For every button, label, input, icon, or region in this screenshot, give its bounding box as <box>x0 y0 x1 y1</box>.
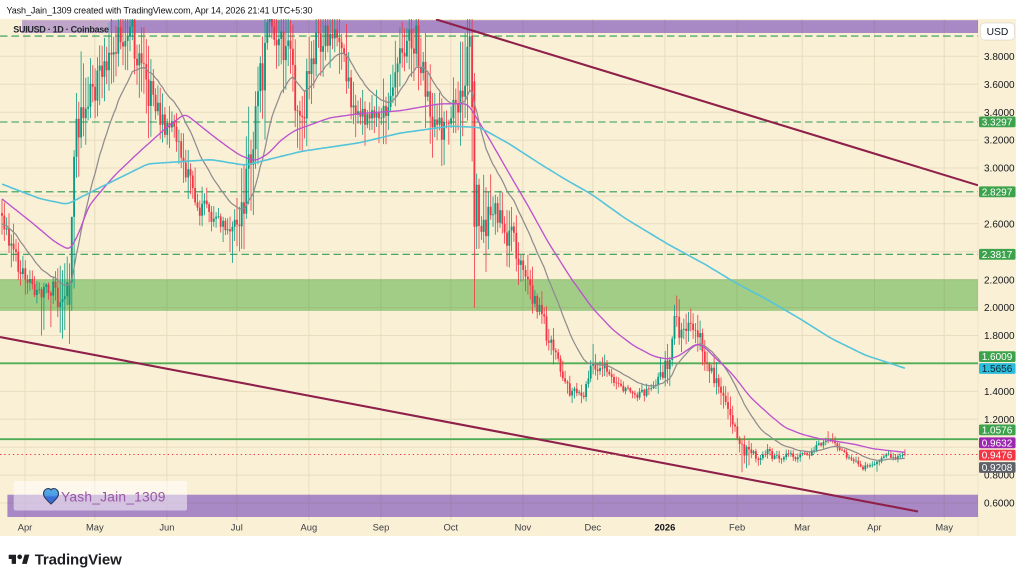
svg-text:Yash_Jain_1309: Yash_Jain_1309 <box>61 490 166 505</box>
svg-text:1.5656: 1.5656 <box>982 364 1013 375</box>
svg-text:0.9208: 0.9208 <box>982 463 1013 474</box>
svg-text:1.6009: 1.6009 <box>982 352 1013 363</box>
svg-text:0.6000: 0.6000 <box>984 499 1015 510</box>
svg-text:Jul: Jul <box>231 521 243 532</box>
svg-text:May: May <box>86 521 104 532</box>
svg-text:SUIUSD · 1D · Coinbase: SUIUSD · 1D · Coinbase <box>13 24 109 34</box>
svg-text:0.8000: 0.8000 <box>984 471 1015 482</box>
svg-text:2.2000: 2.2000 <box>984 275 1015 286</box>
svg-text:Mar: Mar <box>794 521 810 532</box>
svg-text:Dec: Dec <box>584 521 601 532</box>
svg-text:USD: USD <box>987 27 1009 38</box>
svg-text:Aug: Aug <box>301 521 318 532</box>
svg-text:Oct: Oct <box>444 521 459 532</box>
svg-text:2.3817: 2.3817 <box>982 250 1013 261</box>
svg-text:3.8000: 3.8000 <box>984 52 1015 63</box>
svg-text:Nov: Nov <box>515 521 532 532</box>
svg-text:Apr: Apr <box>867 521 882 532</box>
svg-text:1.0576: 1.0576 <box>982 425 1013 436</box>
svg-text:2.8297: 2.8297 <box>982 187 1013 198</box>
svg-text:May: May <box>935 521 953 532</box>
svg-text:3.6000: 3.6000 <box>984 80 1015 91</box>
svg-text:0.9632: 0.9632 <box>982 438 1013 449</box>
svg-text:2.6000: 2.6000 <box>984 219 1015 230</box>
svg-text:2.0000: 2.0000 <box>984 303 1015 314</box>
svg-text:3.4000: 3.4000 <box>984 108 1015 119</box>
svg-text:1.4000: 1.4000 <box>984 387 1015 398</box>
svg-text:Apr: Apr <box>18 521 33 532</box>
svg-text:3.0000: 3.0000 <box>984 164 1015 175</box>
svg-text:Sep: Sep <box>373 521 390 532</box>
svg-text:1.2000: 1.2000 <box>984 415 1015 426</box>
svg-text:3.3297: 3.3297 <box>982 117 1013 128</box>
svg-text:Yash_Jain_1309 created with Tr: Yash_Jain_1309 created with TradingView.… <box>7 5 313 15</box>
svg-text:Jun: Jun <box>159 521 174 532</box>
svg-text:1.8000: 1.8000 <box>984 331 1015 342</box>
svg-text:2026: 2026 <box>654 521 675 532</box>
svg-text:0.9476: 0.9476 <box>982 451 1013 462</box>
svg-text:Feb: Feb <box>729 521 745 532</box>
svg-text:TradingView: TradingView <box>35 552 122 569</box>
svg-text:3.2000: 3.2000 <box>984 136 1015 147</box>
